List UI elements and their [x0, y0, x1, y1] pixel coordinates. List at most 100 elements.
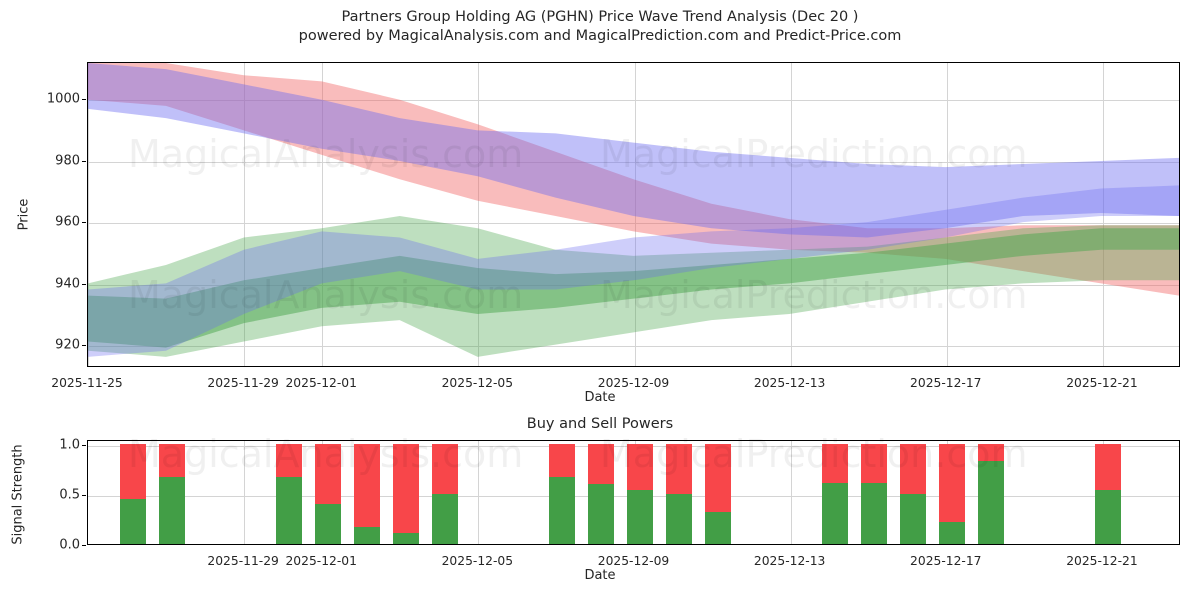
signal-bar[interactable]: [939, 441, 965, 544]
signal-x-axis-ticks: 2025-11-29 2025-12-01 2025-12-05 2025-12-09…: [0, 546, 1200, 568]
x-tick-label: 2025-11-29: [207, 376, 279, 390]
sell-power-segment: [627, 444, 653, 490]
signal-y-axis-label: Signal Strength: [10, 444, 26, 545]
signal-bar[interactable]: [1095, 441, 1121, 544]
y-tick-label: 0.0: [59, 537, 80, 553]
signal-bar[interactable]: [432, 441, 458, 544]
gridline-vertical: [478, 63, 480, 366]
x-tick-label: 2025-11-29: [207, 554, 279, 568]
buy-power-segment: [432, 494, 458, 544]
buy-power-segment: [354, 527, 380, 544]
y-tick-label: 920: [55, 337, 80, 353]
sell-power-segment: [1095, 444, 1121, 490]
band-lower-trend-band-blue: [88, 185, 1179, 357]
buy-power-segment: [822, 483, 848, 544]
chart-title-line2: powered by MagicalAnalysis.com and Magic…: [298, 28, 902, 44]
y-tick-mark: [82, 160, 86, 162]
price-x-axis-ticks: 2025-11-25 2025-11-29 2025-12-01 2025-12-05…: [0, 368, 1200, 390]
x-tick-label: 2025-12-05: [441, 376, 514, 390]
x-tick-label: 2025-12-09: [597, 376, 670, 390]
signal-bar[interactable]: [549, 441, 575, 544]
sell-power-segment: [939, 444, 965, 522]
sell-power-segment: [276, 444, 302, 477]
gridline-vertical: [634, 63, 636, 366]
sell-power-segment: [900, 444, 926, 494]
price-y-axis-ticks: 920 940 960 980 1000: [2, 62, 86, 367]
x-tick-label: 2025-12-05: [441, 554, 514, 568]
signal-bar[interactable]: [588, 441, 614, 544]
y-tick-mark: [82, 545, 86, 546]
x-tick-label: 2025-12-17: [910, 376, 982, 390]
buy-power-segment: [705, 512, 731, 544]
gridline-horizontal: [88, 161, 1179, 163]
x-tick-label: 2025-12-21: [1066, 554, 1138, 568]
page-title: Partners Group Holding AG (PGHN) Price W…: [0, 8, 1200, 46]
x-tick-label: 2025-12-13: [753, 554, 826, 568]
signal-bar[interactable]: [393, 441, 419, 544]
buy-power-segment: [861, 483, 887, 544]
signal-bar[interactable]: [861, 441, 887, 544]
band-upper-trend-band-blue: [88, 63, 1179, 238]
sell-power-segment: [354, 444, 380, 527]
x-tick-label: 2025-12-09: [597, 554, 670, 568]
sell-power-segment: [822, 444, 848, 483]
sell-power-segment: [432, 444, 458, 494]
signal-bar[interactable]: [822, 441, 848, 544]
chart-title-line1: Partners Group Holding AG (PGHN) Price W…: [341, 9, 859, 25]
signal-bar[interactable]: [276, 441, 302, 544]
price-y-axis-label: Price: [16, 198, 32, 231]
signal-chart-title: Buy and Sell Powers: [526, 416, 674, 432]
signal-x-axis-label: Date: [584, 568, 616, 583]
y-tick-mark: [82, 495, 86, 496]
y-tick-label: 0.5: [59, 487, 80, 503]
gridline-vertical: [322, 63, 324, 366]
gridline-horizontal: [88, 346, 1179, 348]
gridline-vertical: [946, 63, 948, 366]
signal-bar[interactable]: [315, 441, 341, 544]
buy-power-segment: [627, 490, 653, 544]
sell-power-segment: [549, 444, 575, 477]
signal-bar[interactable]: [978, 441, 1004, 544]
y-tick-mark: [82, 98, 86, 100]
sell-power-segment: [120, 444, 146, 499]
sell-power-segment: [978, 444, 1004, 461]
buy-power-segment: [549, 477, 575, 544]
signal-bar[interactable]: [354, 441, 380, 544]
signal-bar[interactable]: [666, 441, 692, 544]
gridline-vertical: [1102, 63, 1104, 366]
sell-power-segment: [705, 444, 731, 512]
signal-bar[interactable]: [159, 441, 185, 544]
signal-bar[interactable]: [705, 441, 731, 544]
buy-power-segment: [666, 494, 692, 544]
sell-power-segment: [315, 444, 341, 504]
gridline-vertical: [478, 441, 480, 544]
gridline-horizontal: [88, 223, 1179, 225]
y-tick-mark: [82, 283, 86, 285]
price-wave-bands: [88, 63, 1179, 357]
signal-bar[interactable]: [627, 441, 653, 544]
band-inner-support-band-green: [88, 228, 1179, 348]
buy-power-segment: [588, 484, 614, 544]
signal-y-axis-ticks: 0.0 0.5 1.0: [2, 437, 86, 553]
signal-bar[interactable]: [120, 441, 146, 544]
x-tick-label: 2025-12-13: [753, 376, 826, 390]
gridline-vertical: [790, 441, 792, 544]
x-tick-label: 2025-12-21: [1066, 376, 1138, 390]
buy-power-segment: [120, 499, 146, 544]
sell-power-segment: [159, 444, 185, 477]
gridline-horizontal: [88, 99, 1179, 101]
buy-power-segment: [276, 477, 302, 544]
x-tick-label: 2025-12-01: [285, 376, 357, 390]
sell-power-segment: [393, 444, 419, 533]
y-tick-label: 1.0: [59, 437, 80, 453]
signal-chart-plot-area: [87, 440, 1180, 545]
y-tick-label: 1000: [46, 91, 80, 107]
x-tick-label: 2025-12-01: [285, 554, 357, 568]
buy-power-segment: [159, 477, 185, 544]
sell-power-segment: [861, 444, 887, 483]
price-x-axis-label: Date: [584, 390, 616, 405]
x-tick-label: 2025-12-17: [910, 554, 982, 568]
signal-bar[interactable]: [900, 441, 926, 544]
y-tick-label: 980: [55, 153, 80, 169]
buy-power-segment: [978, 461, 1004, 544]
